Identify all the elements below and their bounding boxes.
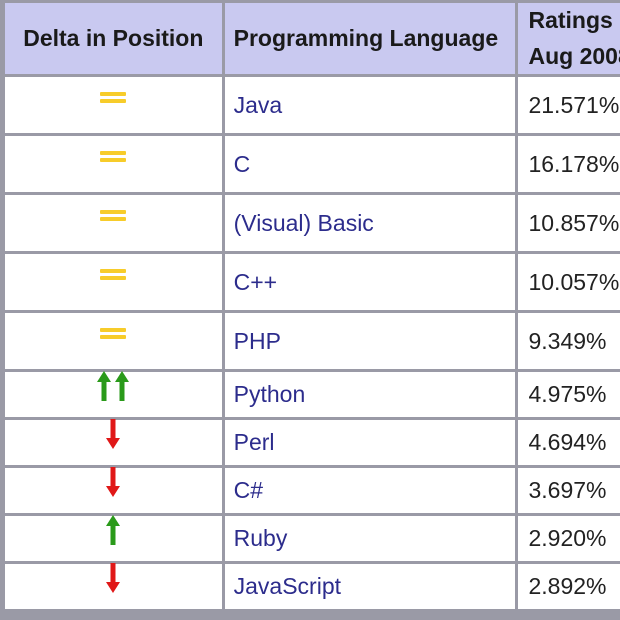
- delta-cell: [5, 418, 222, 466]
- language-cell: Ruby: [224, 516, 516, 562]
- language-cell: PHP: [224, 313, 516, 370]
- language-cell: C++: [224, 254, 516, 311]
- rating-cell: 10.857%: [518, 195, 620, 252]
- header-delta-in-position[interactable]: Delta in Position: [5, 3, 222, 75]
- rating-cell: 2.920%: [518, 516, 620, 562]
- rating-cell: 3.697%: [518, 468, 620, 514]
- table-row: (Visual) Basic 10.857%: [5, 195, 620, 252]
- equals-icon: [100, 91, 127, 105]
- language-cell: Perl: [224, 420, 516, 466]
- double-arrow-up-icon: [97, 370, 130, 407]
- delta-cell: [5, 313, 222, 370]
- language-cell: JavaScript: [224, 564, 516, 610]
- arrow-down-icon: [106, 418, 121, 455]
- header-ratings-line2: Aug 2008: [528, 42, 620, 69]
- table-row: C++ 10.057%: [5, 254, 620, 311]
- table-row: JavaScript 2.892%: [5, 562, 620, 610]
- rating-cell: 9.349%: [518, 313, 620, 370]
- equals-icon: [100, 209, 127, 223]
- table-row: PHP 9.349%: [5, 313, 620, 370]
- table-row: Java 21.571%: [5, 77, 620, 134]
- header-programming-language[interactable]: Programming Language: [224, 3, 516, 75]
- language-cell: Python: [224, 372, 516, 418]
- table-row: Ruby 2.920%: [5, 514, 620, 562]
- arrow-down-icon: [106, 466, 121, 503]
- language-cell: C: [224, 136, 516, 193]
- delta-cell: [5, 562, 222, 610]
- header-ratings-line1: Ratings: [528, 7, 613, 33]
- language-cell: (Visual) Basic: [224, 195, 516, 252]
- table-row: Python 4.975%: [5, 370, 620, 418]
- rating-cell: 4.975%: [518, 372, 620, 418]
- rating-cell: 10.057%: [518, 254, 620, 311]
- language-cell: C#: [224, 468, 516, 514]
- arrow-down-icon: [106, 562, 121, 599]
- table-row: C 16.178%: [5, 136, 620, 193]
- rating-cell: 16.178%: [518, 136, 620, 193]
- delta-cell: [5, 77, 222, 134]
- delta-cell: [5, 466, 222, 514]
- equals-icon: [100, 150, 127, 164]
- table-row: Perl 4.694%: [5, 418, 620, 466]
- delta-cell: [5, 514, 222, 562]
- equals-icon: [100, 327, 127, 341]
- delta-cell: [5, 195, 222, 252]
- rating-cell: 4.694%: [518, 420, 620, 466]
- arrow-up-icon: [106, 514, 121, 551]
- equals-icon: [100, 268, 127, 282]
- table-header-row: Delta in Position Programming Language R…: [5, 3, 620, 75]
- rating-cell: 2.892%: [518, 564, 620, 610]
- delta-cell: [5, 370, 222, 418]
- table-row: C# 3.697%: [5, 466, 620, 514]
- delta-cell: [5, 136, 222, 193]
- language-cell: Java: [224, 77, 516, 134]
- delta-cell: [5, 254, 222, 311]
- header-ratings[interactable]: Ratings Aug 2008: [518, 3, 620, 75]
- rating-cell: 21.571%: [518, 77, 620, 134]
